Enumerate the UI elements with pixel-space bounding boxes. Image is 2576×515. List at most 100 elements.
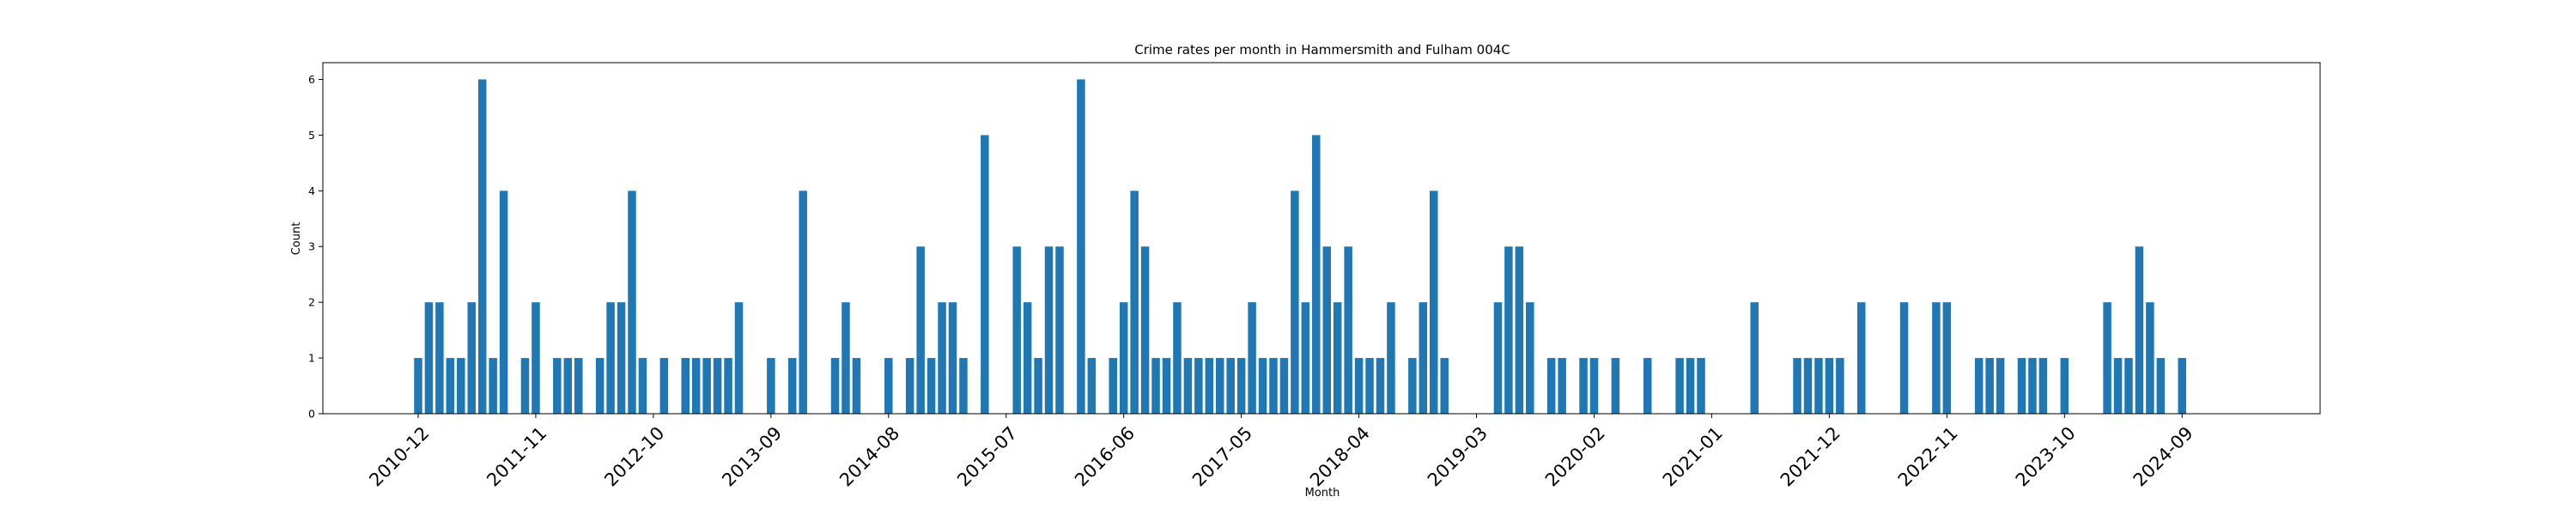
bar-2017-02 [1205,358,1214,414]
bar-2011-06 [477,79,487,414]
y-tick-label: 0 [308,408,315,421]
bar-2017-04 [1226,358,1235,414]
bar-2023-10 [2060,358,2069,414]
bar-2021-05 [1750,302,1759,414]
bar-2017-08 [1269,358,1278,414]
bar-2018-02 [1333,302,1342,414]
bar-2020-10 [1675,358,1684,414]
bar-2023-04 [1996,358,2005,414]
bar-2016-10 [1162,358,1171,414]
bar-2018-11 [1430,191,1438,414]
bar-2013-01 [681,358,690,414]
bar-2020-12 [1697,358,1705,414]
bar-2018-07 [1387,302,1395,414]
bar-2016-06 [1119,302,1128,414]
bar-2013-05 [724,358,732,414]
bar-2020-01 [1579,358,1588,414]
bar-2015-01 [938,302,946,414]
bar-2016-08 [1140,246,1150,414]
bar-2015-08 [1012,246,1021,414]
bar-2022-07 [1899,302,1909,414]
bar-2016-03 [1087,358,1097,414]
bar-2019-05 [1493,302,1503,414]
bar-2020-11 [1686,358,1695,414]
bar-2020-07 [1643,358,1652,414]
bar-2011-07 [489,358,497,414]
bar-2019-06 [1504,246,1513,414]
bar-2018-01 [1322,246,1331,414]
bar-2013-02 [691,358,701,414]
bar-2013-09 [767,358,775,414]
bar-2012-07 [617,302,626,414]
bar-2013-04 [713,358,722,414]
bar-2018-09 [1408,358,1417,414]
bar-2012-06 [606,302,615,414]
bar-2016-09 [1151,358,1160,414]
bar-2013-06 [734,302,744,414]
bar-2014-08 [884,358,893,414]
bar-2017-10 [1291,191,1299,414]
bar-2022-10 [1932,302,1941,414]
bar-2024-06 [2146,302,2154,414]
bar-2013-11 [788,358,797,414]
bar-2018-04 [1354,358,1364,414]
bar-2022-01 [1836,358,1844,414]
bar-2014-11 [916,246,925,414]
bar-2022-11 [1942,302,1952,414]
bar-2011-11 [532,302,540,414]
bar-2024-09 [2178,358,2186,414]
bar-2011-04 [457,358,465,414]
bar-2017-01 [1194,358,1203,414]
bar-2012-08 [628,191,636,414]
bar-2018-10 [1419,302,1428,414]
bar-2015-09 [1023,302,1032,414]
plot-frame [322,62,2321,415]
y-ticks-group: 0 1 2 3 4 5 6 [308,73,323,421]
bar-2016-07 [1130,191,1139,414]
bar-2016-12 [1183,358,1193,414]
bar-2015-03 [959,358,968,414]
bar-2017-12 [1312,135,1321,414]
bar-2023-06 [2017,358,2026,414]
bar-2020-04 [1611,358,1620,414]
bar-2018-12 [1440,358,1449,414]
bar-2016-11 [1173,302,1182,414]
bar-2014-03 [830,358,840,414]
bar-2020-02 [1589,358,1599,414]
bar-2011-02 [435,302,444,414]
bar-2015-12 [1055,246,1064,414]
bar-2019-11 [1558,358,1566,414]
bars-group [414,79,2186,414]
bar-2023-02 [1974,358,1984,414]
bar-2021-11 [1814,358,1823,414]
bar-2011-08 [499,191,508,414]
bar-2011-05 [467,302,476,414]
bar-2013-03 [702,358,711,414]
bar-2019-08 [1526,302,1534,414]
bar-2012-03 [574,358,583,414]
y-tick-label: 4 [308,185,315,197]
y-axis-label: Count [290,222,303,256]
x-axis-label: Month [1305,487,1340,500]
bar-2023-08 [2038,358,2048,414]
bar-2019-10 [1546,358,1556,414]
y-tick-label: 2 [308,296,315,309]
bar-2012-02 [563,358,573,414]
bar-2024-07 [2156,358,2166,414]
bar-2011-01 [424,302,434,414]
bar-2024-04 [2124,358,2133,414]
bar-2021-09 [1793,358,1801,414]
bar-2015-02 [948,302,957,414]
bar-2019-07 [1515,246,1524,414]
bar-2012-05 [595,358,605,414]
bar-2015-11 [1044,246,1054,414]
bar-2016-05 [1109,358,1117,414]
bar-2017-03 [1216,358,1224,414]
bar-2015-10 [1034,358,1042,414]
y-tick-label: 6 [308,73,315,86]
chart-title: Crime rates per month in Hammersmith and… [1134,42,1510,58]
bar-2018-03 [1344,246,1352,414]
y-tick-label: 5 [308,129,315,142]
bar-2014-05 [852,358,861,414]
